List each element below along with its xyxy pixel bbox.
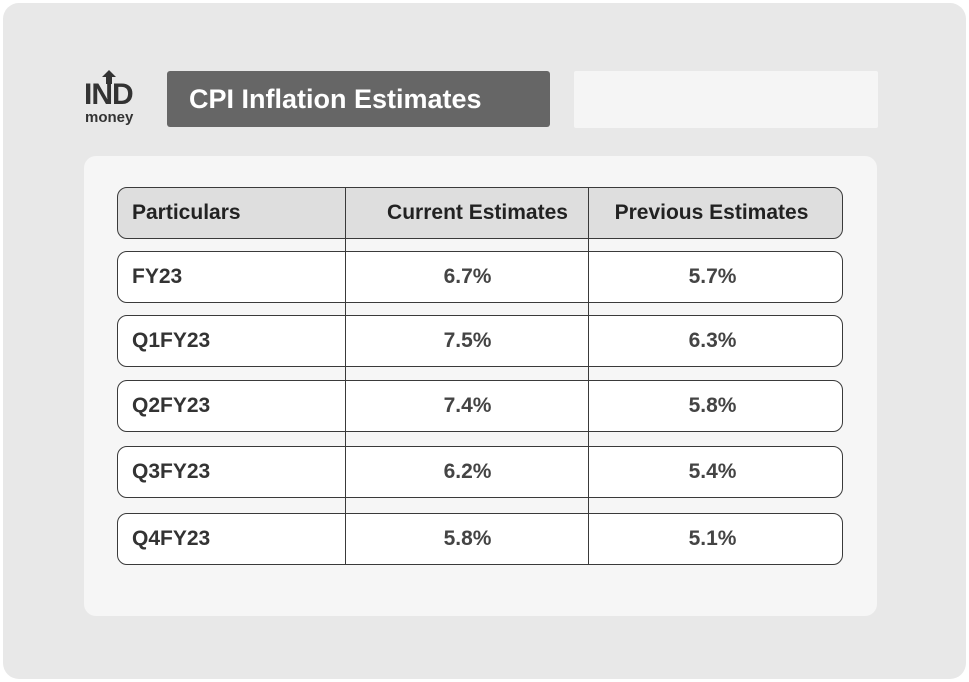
column-divider (345, 187, 346, 565)
table-cell: 5.8% (688, 394, 737, 417)
table-cell: Q1FY23 (132, 329, 211, 352)
table-cell: 6.3% (688, 329, 737, 352)
table-row: FY23 6.7% 5.7% (117, 251, 843, 303)
table-cell: 5.1% (688, 527, 737, 550)
logo-text-money: money (85, 109, 134, 126)
table-row: Q2FY23 7.4% 5.8% (117, 380, 843, 432)
table-cell: FY23 (132, 265, 183, 288)
blank-placeholder-box (574, 71, 878, 128)
up-arrow-icon (102, 70, 116, 84)
table-cell: 7.5% (443, 329, 492, 352)
column-header: Particulars (132, 201, 241, 224)
table-cell: 7.4% (443, 394, 492, 417)
table-cell: 5.7% (688, 265, 737, 288)
table-row: Q4FY23 5.8% 5.1% (117, 513, 843, 565)
indmoney-logo: IND money (84, 70, 140, 128)
table-cell: 6.7% (443, 265, 492, 288)
table-cell: Q3FY23 (132, 460, 211, 483)
page-title: CPI Inflation Estimates (167, 71, 550, 127)
table-cell: Q2FY23 (132, 394, 211, 417)
table-cell: Q4FY23 (132, 527, 211, 550)
table-row: Q3FY23 6.2% 5.4% (117, 446, 843, 498)
column-header: Previous Estimates (614, 201, 809, 224)
table-cell: 6.2% (443, 460, 492, 483)
table-row: Q1FY23 7.5% 6.3% (117, 315, 843, 367)
table-cell: 5.8% (443, 527, 492, 550)
column-divider (588, 187, 589, 565)
table-cell: 5.4% (688, 460, 737, 483)
column-header: Current Estimates (387, 201, 568, 224)
table-header-row: Particulars Current Estimates Previous Est… (117, 187, 843, 239)
logo-text-ind: IND (84, 78, 134, 111)
